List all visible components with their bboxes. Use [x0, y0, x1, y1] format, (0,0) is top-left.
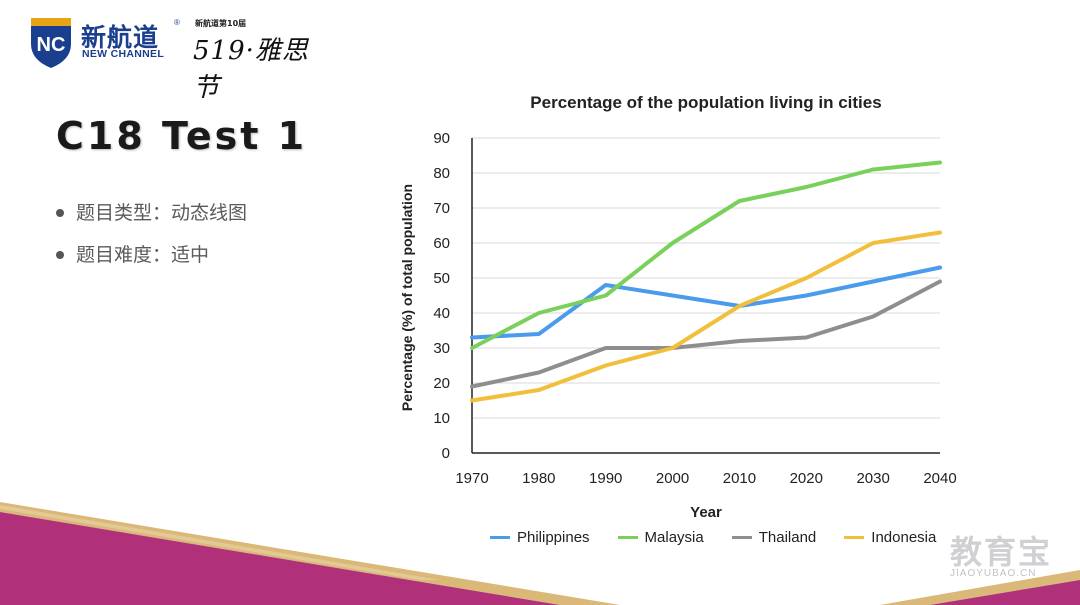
bullet-item: 题目类型：动态线图 [56, 192, 247, 234]
series-line-philippines [470, 265, 942, 340]
bullet-list: 题目类型：动态线图 题目难度：适中 [56, 192, 247, 276]
x-tick-label: 2010 [723, 470, 756, 487]
watermark-url: JIAOYUBAO.CN [950, 568, 1037, 579]
nc-mark-text: NC [37, 34, 66, 56]
legend-swatch [490, 536, 510, 539]
legend-swatch [617, 536, 638, 539]
brand-name-cn: 新航道 [81, 23, 160, 52]
festival-subtitle: 新航道第10届 [195, 19, 247, 28]
y-tick-label: 30 [433, 340, 450, 357]
x-tick-label: 1990 [589, 470, 622, 487]
series-line-malaysia [470, 160, 942, 350]
chart-legend: Philippines Malaysia Thailand Indonesia [490, 529, 964, 546]
y-tick-label: 0 [442, 445, 450, 462]
legend-label: Malaysia [644, 529, 704, 546]
legend-item-indonesia: Indonesia [844, 529, 936, 546]
bullet-text: 题目难度：适中 [76, 244, 210, 266]
x-tick-label: 1970 [455, 470, 488, 487]
legend-item-malaysia: Malaysia [617, 529, 704, 546]
series-line-thailand [470, 279, 942, 389]
festival-name: 519·雅思节 [193, 36, 309, 103]
brand-name-en: NEW CHANNEL [82, 48, 165, 60]
y-tick-label: 50 [433, 270, 450, 287]
legend-label: Thailand [758, 529, 817, 546]
watermark-logo: 教育宝 [950, 533, 1053, 571]
y-tick-label: 70 [433, 200, 450, 217]
legend-item-philippines: Philippines [490, 529, 590, 546]
y-tick-label: 90 [433, 130, 450, 147]
bullet-dot-icon [56, 209, 64, 217]
legend-label: Indonesia [871, 529, 937, 546]
bullet-dot-icon [56, 251, 64, 259]
nc-shield-icon: NC [31, 18, 71, 68]
x-tick-label: 2030 [856, 470, 889, 487]
y-tick-label: 60 [433, 235, 450, 252]
x-tick-label: 2040 [923, 470, 956, 487]
legend-label: Philippines [517, 529, 590, 546]
x-tick-label: 2000 [656, 470, 689, 487]
brand-logo: NC 新航道 ® NEW CHANNEL 新航道第10届 519·雅思节 [27, 14, 327, 103]
legend-item-thailand: Thailand [731, 529, 817, 546]
series-line-indonesia [470, 230, 942, 403]
y-axis-label: Percentage (%) of total population [399, 184, 415, 411]
x-axis-label: Year [690, 504, 722, 521]
legend-swatch [844, 536, 865, 539]
chart-title: Percentage of the population living in c… [530, 93, 882, 112]
y-tick-label: 10 [433, 410, 450, 427]
slide-title: C18 Test 1 [56, 114, 308, 158]
legend-swatch [731, 536, 752, 539]
x-tick-label: 2020 [790, 470, 823, 487]
x-tick-label: 1980 [522, 470, 555, 487]
y-tick-label: 80 [433, 165, 450, 182]
y-tick-label: 40 [433, 305, 450, 322]
bullet-item: 题目难度：适中 [56, 234, 247, 276]
bullet-text: 题目类型：动态线图 [76, 202, 248, 224]
registered-mark: ® [174, 18, 180, 27]
y-tick-label: 20 [433, 375, 450, 392]
